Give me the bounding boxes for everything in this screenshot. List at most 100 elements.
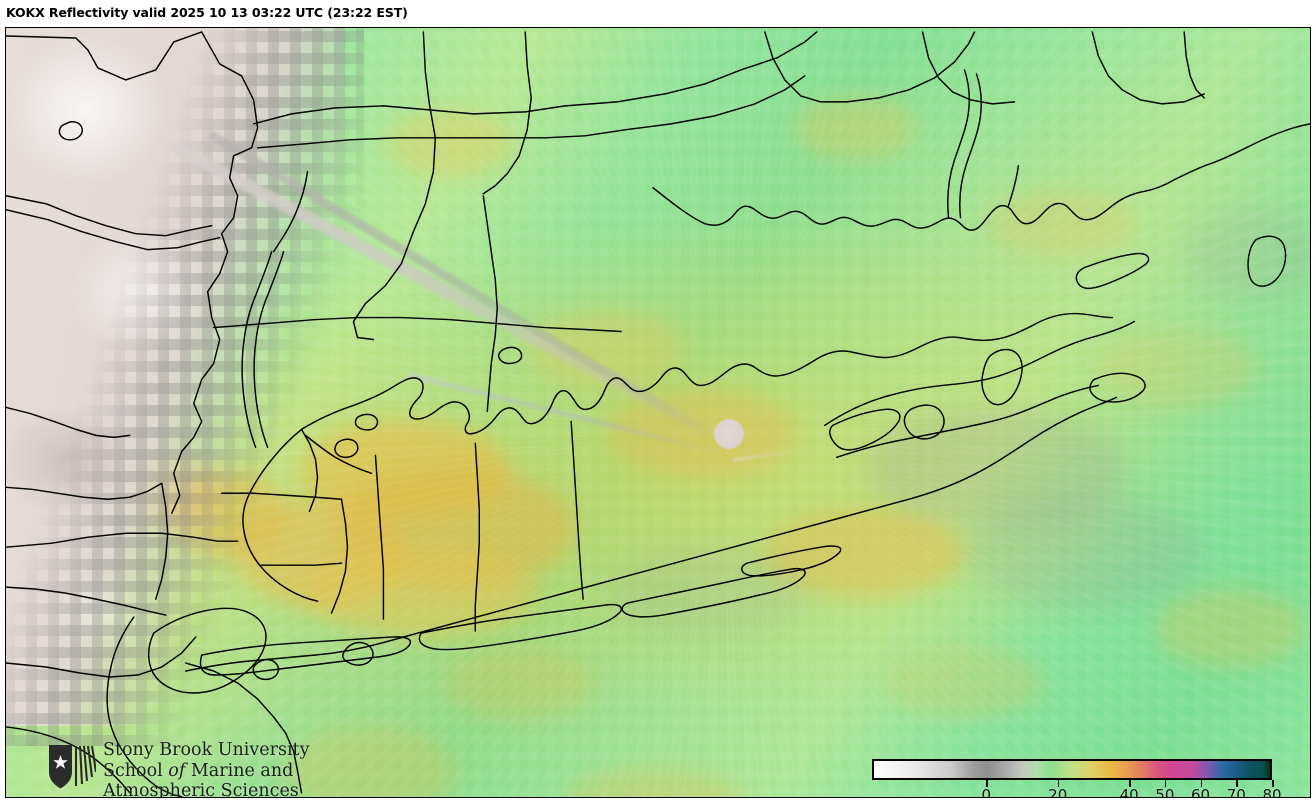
hudson-river	[254, 252, 283, 448]
state-border	[483, 196, 497, 412]
county-border	[222, 493, 342, 499]
county-border	[156, 483, 168, 599]
coastline-long-island-north	[302, 314, 1113, 434]
county-border	[571, 421, 583, 599]
sbu-logo: Stony Brook University School of Marine …	[46, 740, 309, 797]
peconic-bay	[830, 409, 900, 450]
reflectivity-cell	[446, 648, 596, 718]
colorbar-tick-label: 50	[1155, 786, 1175, 797]
shelter-island	[904, 405, 944, 439]
south-fork	[837, 385, 1099, 457]
logo-line-3: Atmospheric Sciences	[103, 781, 299, 797]
colorbar-tick	[1272, 780, 1274, 787]
state-border	[172, 32, 258, 513]
radar-site-marker	[714, 419, 744, 449]
county-border	[483, 32, 531, 194]
logo-line-2-pre: School	[103, 760, 169, 781]
reflectivity-cell	[286, 728, 456, 797]
colorbar-ticks	[872, 780, 1274, 788]
county-border	[6, 637, 196, 677]
page-title: KOKX Reflectivity valid 2025 10 13 03:22…	[6, 5, 408, 20]
reflectivity-cell	[766, 508, 966, 598]
colorbar-tick	[986, 780, 988, 787]
county-border	[375, 455, 383, 619]
reflectivity-cell	[1156, 588, 1306, 668]
county-border	[6, 210, 220, 250]
colorbar-gradient	[874, 761, 1270, 778]
island-small	[335, 439, 358, 457]
colorbar-tick	[1129, 780, 1131, 787]
county-border	[1184, 32, 1204, 98]
barrier-island	[419, 605, 621, 650]
colorbar-tick	[1200, 780, 1203, 787]
colorbar-tick	[1057, 780, 1060, 787]
radar-map-clip: Stony Brook University School of Marine …	[6, 28, 1310, 797]
county-border	[258, 76, 805, 148]
map-vector-overlay	[6, 28, 1310, 797]
county-border	[923, 32, 1015, 104]
logo-line-2: School of Marine and	[103, 761, 309, 782]
river-inlet	[1008, 166, 1018, 206]
colorbar-tick-label: 40	[1119, 786, 1139, 797]
county-border	[475, 443, 479, 631]
coastline-connecticut	[653, 124, 1310, 230]
reflectivity-colorbar: 0 20 40 50 60 70 80	[872, 756, 1284, 797]
terrain-shaded-relief	[6, 28, 344, 726]
reflectivity-cell	[796, 98, 916, 158]
state-border	[6, 32, 202, 80]
clutter-patch	[606, 548, 806, 638]
colorbar-tick-label: 60	[1191, 786, 1211, 797]
island-fishers	[1076, 254, 1148, 289]
island-small	[499, 347, 522, 363]
colorbar-tick-label: 20	[1048, 786, 1068, 797]
county-border	[6, 407, 130, 437]
county-border	[260, 563, 342, 565]
county-border	[214, 318, 621, 332]
colorbar-tick	[1236, 780, 1238, 787]
island-small	[355, 414, 377, 430]
lake-small	[59, 122, 82, 140]
logo-line-2-post: Marine and	[185, 760, 294, 781]
reflectivity-cell	[306, 548, 536, 638]
radar-map-frame: Stony Brook University School of Marine …	[5, 27, 1311, 798]
barrier-island	[742, 546, 841, 576]
county-border	[1092, 32, 1204, 104]
coastline-new-jersey	[107, 617, 182, 797]
reflectivity-cell	[886, 648, 1046, 718]
clutter-patch	[1186, 208, 1310, 298]
montauk-tip	[1090, 373, 1145, 402]
river-inlet	[960, 74, 982, 218]
shield-star-icon	[49, 745, 96, 789]
county-border	[6, 533, 238, 547]
colorbar-tick-label: 80	[1262, 786, 1282, 797]
county-border	[6, 483, 162, 499]
colorbar-bar	[872, 759, 1272, 780]
hudson-river	[242, 252, 271, 448]
colorbar-tick-labels: 0 20 40 50 60 70 80	[872, 786, 1282, 797]
gardiners-island	[982, 350, 1022, 405]
colorbar-tick-label: 0	[981, 786, 992, 797]
barrier-island	[200, 637, 410, 675]
river-inlet	[948, 70, 970, 218]
county-border	[765, 32, 975, 102]
county-border	[302, 429, 318, 511]
colorbar-tick	[1164, 780, 1167, 787]
logo-line-1: Stony Brook University	[103, 740, 310, 760]
logo-line-2-ital: of	[168, 760, 186, 781]
colorbar-tick-label: 70	[1226, 786, 1246, 797]
staten-island	[149, 608, 266, 693]
sbu-logo-text: Stony Brook University School of Marine …	[103, 740, 309, 797]
north-fork	[825, 322, 1135, 426]
county-border	[6, 196, 212, 236]
coastline-long-island-south	[186, 397, 1117, 671]
county-border	[331, 499, 347, 613]
inlet	[343, 643, 373, 666]
clutter-patch	[866, 408, 1126, 528]
east-river	[306, 435, 372, 473]
reflectivity-cell	[1096, 328, 1256, 408]
inlet	[253, 660, 278, 680]
barrier-island	[622, 569, 805, 617]
county-border	[254, 32, 817, 124]
reflectivity-cell	[386, 108, 516, 178]
